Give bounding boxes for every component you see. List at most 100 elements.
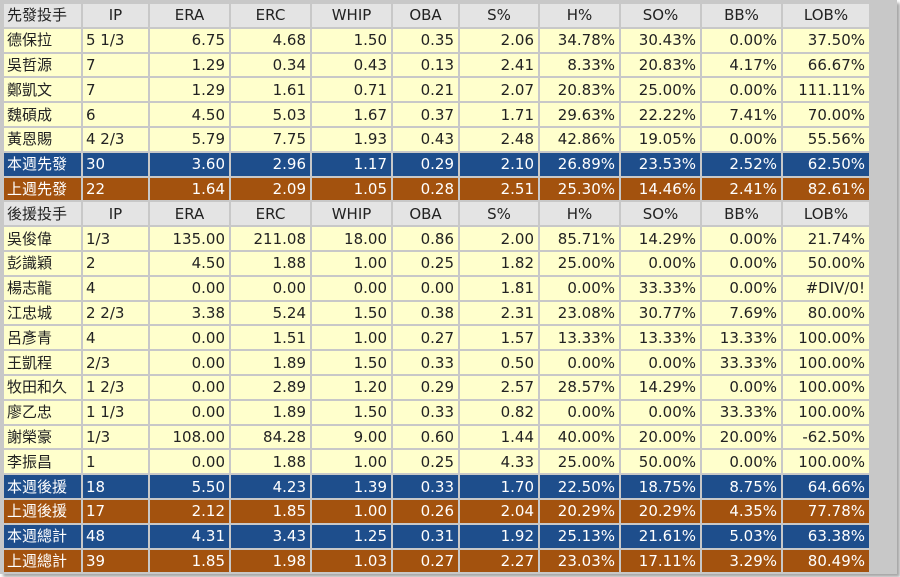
column-header: ERC xyxy=(231,4,310,27)
stat-cell: 0.29 xyxy=(393,152,458,176)
stat-cell: 2.06 xyxy=(460,28,538,52)
innings-pitched: 22 xyxy=(83,177,148,201)
stat-cell: 2.57 xyxy=(460,375,538,399)
innings-pitched: 48 xyxy=(83,524,148,548)
column-header: WHIP xyxy=(312,4,391,27)
table-row: 呂彥青 4 0.00 1.51 1.00 0.27 1.57 13.33% 13.33% 13.3… xyxy=(4,326,869,350)
stat-cell: 4.68 xyxy=(231,28,310,52)
stat-cell: 14.46% xyxy=(621,177,700,201)
innings-pitched: 1 xyxy=(83,450,148,474)
stat-cell: 23.08% xyxy=(540,301,619,325)
stat-cell: 1.51 xyxy=(231,326,310,350)
stat-cell: 1.82 xyxy=(460,251,538,275)
stat-cell: 2.52% xyxy=(702,152,781,176)
stat-cell: 33.33% xyxy=(702,400,781,424)
stat-cell: 1.81 xyxy=(460,276,538,300)
stat-cell: 20.83% xyxy=(621,53,700,77)
column-header: ERA xyxy=(150,4,229,27)
stat-cell: 50.00% xyxy=(621,450,700,474)
stat-cell: 0.00 xyxy=(393,276,458,300)
stat-cell: 1.00 xyxy=(312,326,391,350)
column-header: OBA xyxy=(393,202,458,226)
stat-cell: 0.00 xyxy=(150,326,229,350)
stat-cell: 0.00 xyxy=(150,276,229,300)
stat-cell: 7.69% xyxy=(702,301,781,325)
column-header: LOB% xyxy=(783,202,869,226)
stat-cell: 0.33 xyxy=(393,475,458,498)
stat-cell: 30.77% xyxy=(621,301,700,325)
stat-cell: 20.00% xyxy=(702,425,781,449)
stat-cell: 1.50 xyxy=(312,28,391,52)
stat-cell: 20.29% xyxy=(621,499,700,523)
stat-cell: 1.61 xyxy=(231,78,310,102)
section-header-row: 後援投手 IP ERA ERC WHIP OBA S% H% SO% BB% LOB% xyxy=(4,202,869,226)
table-row: 吳哲源 7 1.29 0.34 0.43 0.13 2.41 8.33% 20.83% 4.17%… xyxy=(4,53,869,77)
stat-cell: 0.00 xyxy=(312,276,391,300)
stat-cell: -62.50% xyxy=(783,425,869,449)
stat-cell: 0.00% xyxy=(702,375,781,399)
stat-cell: 0.43 xyxy=(312,53,391,77)
stat-cell: 0.31 xyxy=(393,524,458,548)
stat-cell: 100.00% xyxy=(783,400,869,424)
stat-cell: 25.00% xyxy=(621,78,700,102)
stat-cell: 64.66% xyxy=(783,475,869,498)
stat-cell: 1.00 xyxy=(312,499,391,523)
innings-pitched: 7 xyxy=(83,53,148,77)
stat-cell: 0.71 xyxy=(312,78,391,102)
stat-cell: 0.27 xyxy=(393,326,458,350)
stat-cell: 42.86% xyxy=(540,127,619,151)
stat-cell: 85.71% xyxy=(540,227,619,250)
pitcher-name: 本週先發 xyxy=(4,152,81,176)
table-row: 黃恩賜 4 2/3 5.79 7.75 1.93 0.43 2.48 42.86% 19.05%… xyxy=(4,127,869,151)
table-row: 廖乙忠 1 1/3 0.00 1.89 1.50 0.33 0.82 0.00% 0.00% 33… xyxy=(4,400,869,424)
stat-cell: 22.22% xyxy=(621,103,700,126)
stat-cell: 2.41% xyxy=(702,177,781,201)
table-row: 王凱程 2/3 0.00 1.89 1.50 0.33 0.50 0.00% 0.00% 33.3… xyxy=(4,351,869,374)
stat-cell: 25.00% xyxy=(540,251,619,275)
table-row: 李振昌 1 0.00 1.88 1.00 0.25 4.33 25.00% 50.00% 0.00… xyxy=(4,450,869,474)
stat-cell: 82.61% xyxy=(783,177,869,201)
stat-cell: 1.00 xyxy=(312,251,391,275)
stat-cell: 30.43% xyxy=(621,28,700,52)
table-row: 江忠城 2 2/3 3.38 5.24 1.50 0.38 2.31 23.08% 30.77%… xyxy=(4,301,869,325)
stat-cell: 1.64 xyxy=(150,177,229,201)
stat-cell: 0.00% xyxy=(702,276,781,300)
column-header: OBA xyxy=(393,4,458,27)
stat-cell: 0.00% xyxy=(702,28,781,52)
stat-cell: 0.35 xyxy=(393,28,458,52)
stat-cell: 1.03 xyxy=(312,549,391,573)
stat-cell: 1.85 xyxy=(150,549,229,573)
this-week-summary-row: 本週後援 18 5.50 4.23 1.39 0.33 1.70 22.50% 18.75% 8.… xyxy=(4,475,869,498)
pitcher-name: 李振昌 xyxy=(4,450,81,474)
stat-cell: 2.07 xyxy=(460,78,538,102)
innings-pitched: 2/3 xyxy=(83,351,148,374)
stat-cell: 2.51 xyxy=(460,177,538,201)
pitcher-name: 黃恩賜 xyxy=(4,127,81,151)
stat-cell: 1.50 xyxy=(312,400,391,424)
stat-cell: 2.27 xyxy=(460,549,538,573)
stat-cell: 2.31 xyxy=(460,301,538,325)
pitcher-name: 王凱程 xyxy=(4,351,81,374)
stat-cell: 2.04 xyxy=(460,499,538,523)
stat-cell: 0.00% xyxy=(702,251,781,275)
stat-cell: 211.08 xyxy=(231,227,310,250)
stat-cell: 1.50 xyxy=(312,301,391,325)
pitcher-name: 江忠城 xyxy=(4,301,81,325)
stat-cell: 0.38 xyxy=(393,301,458,325)
stat-cell: 0.00 xyxy=(150,375,229,399)
innings-pitched: 5 1/3 xyxy=(83,28,148,52)
stat-cell: 0.60 xyxy=(393,425,458,449)
stat-cell: 100.00% xyxy=(783,375,869,399)
stat-cell: 0.26 xyxy=(393,499,458,523)
stat-cell: 29.63% xyxy=(540,103,619,126)
stat-cell: 50.00% xyxy=(783,251,869,275)
stat-cell: 5.24 xyxy=(231,301,310,325)
stat-cell: 6.75 xyxy=(150,28,229,52)
stat-cell: 1.88 xyxy=(231,450,310,474)
innings-pitched: 1 1/3 xyxy=(83,400,148,424)
column-header: IP xyxy=(83,4,148,27)
stat-cell: 2.09 xyxy=(231,177,310,201)
stat-cell: 4.23 xyxy=(231,475,310,498)
stat-cell: 4.33 xyxy=(460,450,538,474)
stat-cell: 1.57 xyxy=(460,326,538,350)
